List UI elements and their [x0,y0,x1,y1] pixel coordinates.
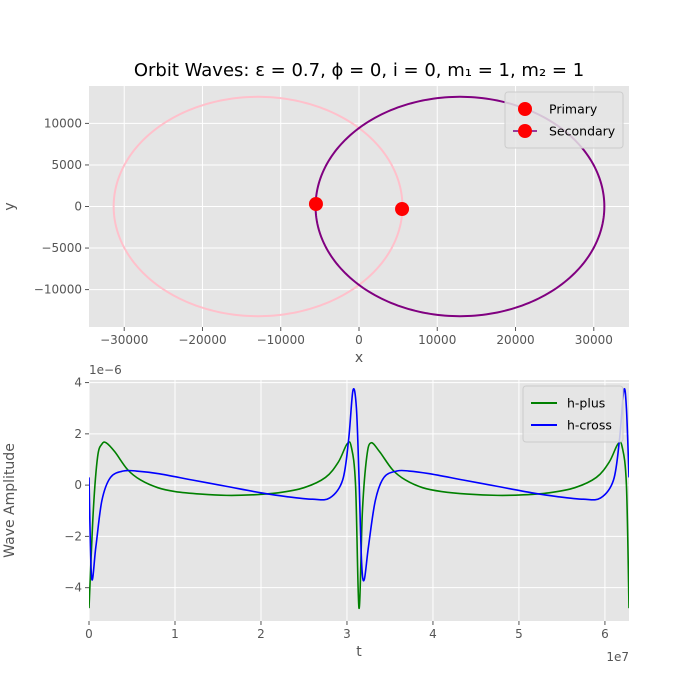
x-tick-label: 3 [343,627,351,641]
legend: h-plus h-cross [522,385,624,443]
y-tick-label: −5000 [41,241,82,255]
legend-marker [518,102,532,116]
legend-label: h-plus [567,396,605,411]
legend-frame [522,385,624,443]
y-tick-label: 0 [74,478,82,492]
x-tick-label: 10000 [418,333,456,347]
series-line [89,388,629,582]
x-tick-label: −30000 [100,333,148,347]
y-axis-label: y [2,202,18,210]
legend-label: Secondary [549,124,616,139]
y-axis-label: Wave Amplitude [2,443,18,558]
orbit-plot: −30000 −20000 −10000 0 10000 20000 30000 −10000… [2,86,629,366]
y-multiplier-label: 1e−6 [89,363,122,377]
x-tick-label: −20000 [178,333,226,347]
legend-marker [518,124,532,138]
x-tick-label: 2 [257,627,265,641]
legend-label: h-cross [567,418,612,433]
y-tick-label: 0 [74,200,82,214]
legend: Primary Secondary [504,91,624,149]
wave-plot: 0 1 2 3 4 5 6 −4 −2 0 2 4 t Wave Amplitude 1e−6 1e7 h-pl… [2,363,629,664]
x-axis-label: t [356,644,362,660]
x-tick-label: 5 [515,627,523,641]
orbit-path [112,95,404,318]
legend-frame [504,91,624,149]
y-tick-label: −4 [64,581,82,595]
y-tick-label: 2 [74,427,82,441]
y-tick-label: 10000 [44,116,82,130]
y-tick-label: 4 [74,376,82,390]
y-tick-label: −2 [64,529,82,543]
x-tick-label: 1 [171,627,179,641]
x-tick-label: 20000 [496,333,534,347]
y-tick-label: −10000 [34,283,82,297]
series-line [89,441,629,609]
y-tick-label: 5000 [51,158,82,172]
x-tick-label: 0 [355,333,363,347]
body-marker [308,197,323,212]
legend-label: Primary [549,102,598,117]
x-multiplier-label: 1e7 [606,650,629,664]
body-marker [395,201,410,216]
x-tick-label: 6 [601,627,609,641]
x-tick-label: −10000 [257,333,305,347]
x-tick-label: 30000 [575,333,613,347]
x-axis-label: x [355,350,363,366]
x-tick-label: 0 [85,627,93,641]
figure-title: Orbit Waves: ε = 0.7, ϕ = 0, i = 0, m₁ =… [134,60,584,81]
x-tick-label: 4 [429,627,437,641]
